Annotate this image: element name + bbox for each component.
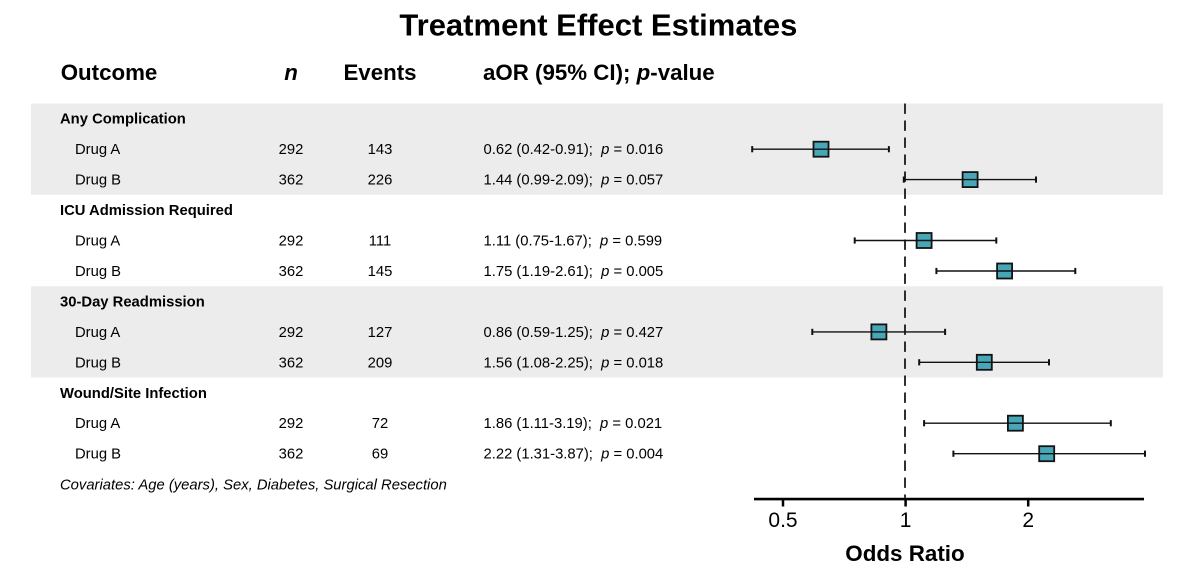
svg-text:362: 362 bbox=[279, 173, 304, 189]
svg-text:Drug B: Drug B bbox=[75, 173, 121, 189]
svg-text:ICU Admission Required: ICU Admission Required bbox=[60, 203, 233, 219]
svg-text:111: 111 bbox=[369, 234, 392, 250]
svg-text:Drug B: Drug B bbox=[75, 447, 121, 463]
svg-text:Events: Events bbox=[343, 60, 416, 85]
svg-text:Drug A: Drug A bbox=[75, 416, 120, 432]
svg-text:72: 72 bbox=[372, 416, 388, 432]
svg-text:69: 69 bbox=[372, 447, 388, 463]
svg-text:0.62 (0.42-0.91); p = 0.016: 0.62 (0.42-0.91); p = 0.016 bbox=[484, 142, 664, 158]
svg-text:1.56 (1.08-2.25); p = 0.018: 1.56 (1.08-2.25); p = 0.018 bbox=[484, 355, 664, 371]
svg-text:Drug B: Drug B bbox=[75, 264, 121, 280]
svg-text:292: 292 bbox=[279, 142, 304, 158]
svg-text:292: 292 bbox=[279, 416, 304, 432]
svg-text:30-Day Readmission: 30-Day Readmission bbox=[60, 294, 205, 310]
svg-text:Any Complication: Any Complication bbox=[60, 112, 186, 128]
svg-text:Drug A: Drug A bbox=[75, 325, 120, 341]
svg-text:143: 143 bbox=[368, 142, 393, 158]
svg-text:n: n bbox=[284, 60, 298, 85]
svg-text:2: 2 bbox=[1022, 509, 1034, 532]
svg-text:145: 145 bbox=[368, 264, 393, 280]
svg-text:362: 362 bbox=[279, 447, 304, 463]
svg-text:0.86 (0.59-1.25); p = 0.427: 0.86 (0.59-1.25); p = 0.427 bbox=[484, 325, 664, 341]
svg-text:Odds Ratio: Odds Ratio bbox=[845, 541, 964, 566]
svg-text:127: 127 bbox=[368, 325, 393, 341]
svg-text:292: 292 bbox=[279, 234, 304, 250]
svg-text:1.11 (0.75-1.67); p = 0.599: 1.11 (0.75-1.67); p = 0.599 bbox=[484, 234, 663, 250]
svg-text:1.86 (1.11-3.19); p = 0.021: 1.86 (1.11-3.19); p = 0.021 bbox=[484, 416, 663, 432]
svg-text:0.5: 0.5 bbox=[768, 509, 797, 532]
svg-text:2.22 (1.31-3.87); p = 0.004: 2.22 (1.31-3.87); p = 0.004 bbox=[484, 447, 664, 463]
svg-text:Wound/Site Infection: Wound/Site Infection bbox=[60, 386, 207, 402]
svg-text:Drug B: Drug B bbox=[75, 355, 121, 371]
svg-text:Covariates: Age (years), Sex,: Covariates: Age (years), Sex, Diabetes, … bbox=[60, 477, 447, 493]
svg-text:1.75 (1.19-2.61); p = 0.005: 1.75 (1.19-2.61); p = 0.005 bbox=[484, 264, 664, 280]
svg-text:Treatment Effect Estimates: Treatment Effect Estimates bbox=[399, 7, 797, 42]
svg-text:209: 209 bbox=[368, 355, 393, 371]
svg-text:226: 226 bbox=[368, 173, 393, 189]
svg-text:292: 292 bbox=[279, 325, 304, 341]
svg-text:Drug A: Drug A bbox=[75, 234, 120, 250]
svg-text:Outcome: Outcome bbox=[61, 60, 158, 85]
svg-text:1.44 (0.99-2.09); p = 0.057: 1.44 (0.99-2.09); p = 0.057 bbox=[484, 173, 664, 189]
svg-text:aOR (95% CI); p-value: aOR (95% CI); p-value bbox=[483, 60, 715, 85]
svg-text:Drug A: Drug A bbox=[75, 142, 120, 158]
svg-text:362: 362 bbox=[279, 355, 304, 371]
svg-text:1: 1 bbox=[900, 509, 912, 532]
svg-text:362: 362 bbox=[279, 264, 304, 280]
